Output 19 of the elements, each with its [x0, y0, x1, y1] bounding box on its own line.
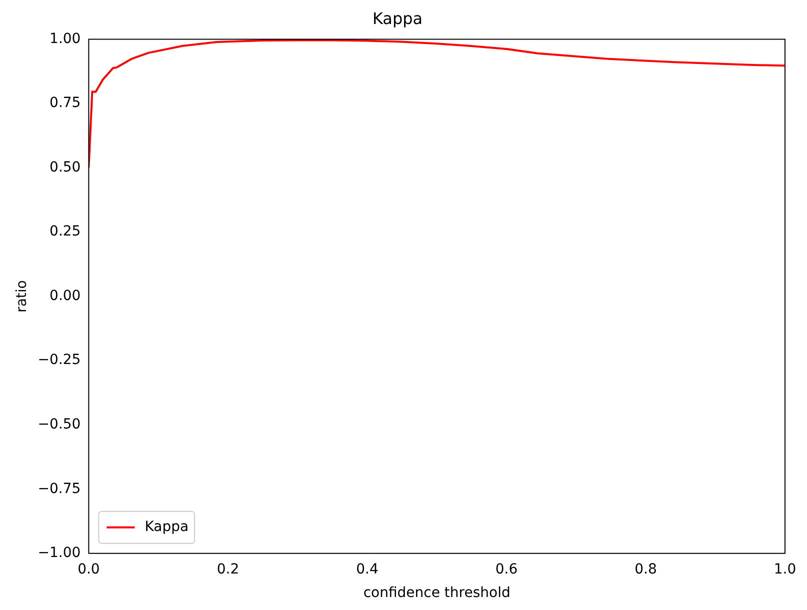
x-tick-label: 1.0 — [774, 561, 796, 578]
y-tick-label: −0.75 — [38, 480, 81, 497]
y-tick-label: −1.00 — [38, 545, 81, 562]
y-axis-title: ratio — [14, 280, 30, 312]
y-tick-label: −0.50 — [38, 416, 81, 432]
y-tick-label: 0.50 — [50, 159, 81, 176]
x-tick-label: 0.4 — [356, 561, 378, 578]
x-axis-title: confidence threshold — [363, 585, 510, 602]
legend-label: Kappa — [144, 519, 189, 536]
y-tick-label: 1.00 — [50, 30, 81, 47]
x-tick-label: 0.6 — [495, 561, 518, 578]
x-tick-label: 0.0 — [78, 561, 100, 578]
y-tick-label: −0.25 — [38, 352, 81, 368]
x-tick-label: 0.2 — [216, 561, 240, 578]
x-tick-label: 0.8 — [634, 561, 657, 578]
y-tick-label: 0.75 — [50, 95, 81, 112]
y-tick-label: 0.25 — [50, 224, 81, 240]
chart-title: Kappa — [372, 8, 423, 28]
y-tick-label: 0.00 — [50, 288, 81, 304]
